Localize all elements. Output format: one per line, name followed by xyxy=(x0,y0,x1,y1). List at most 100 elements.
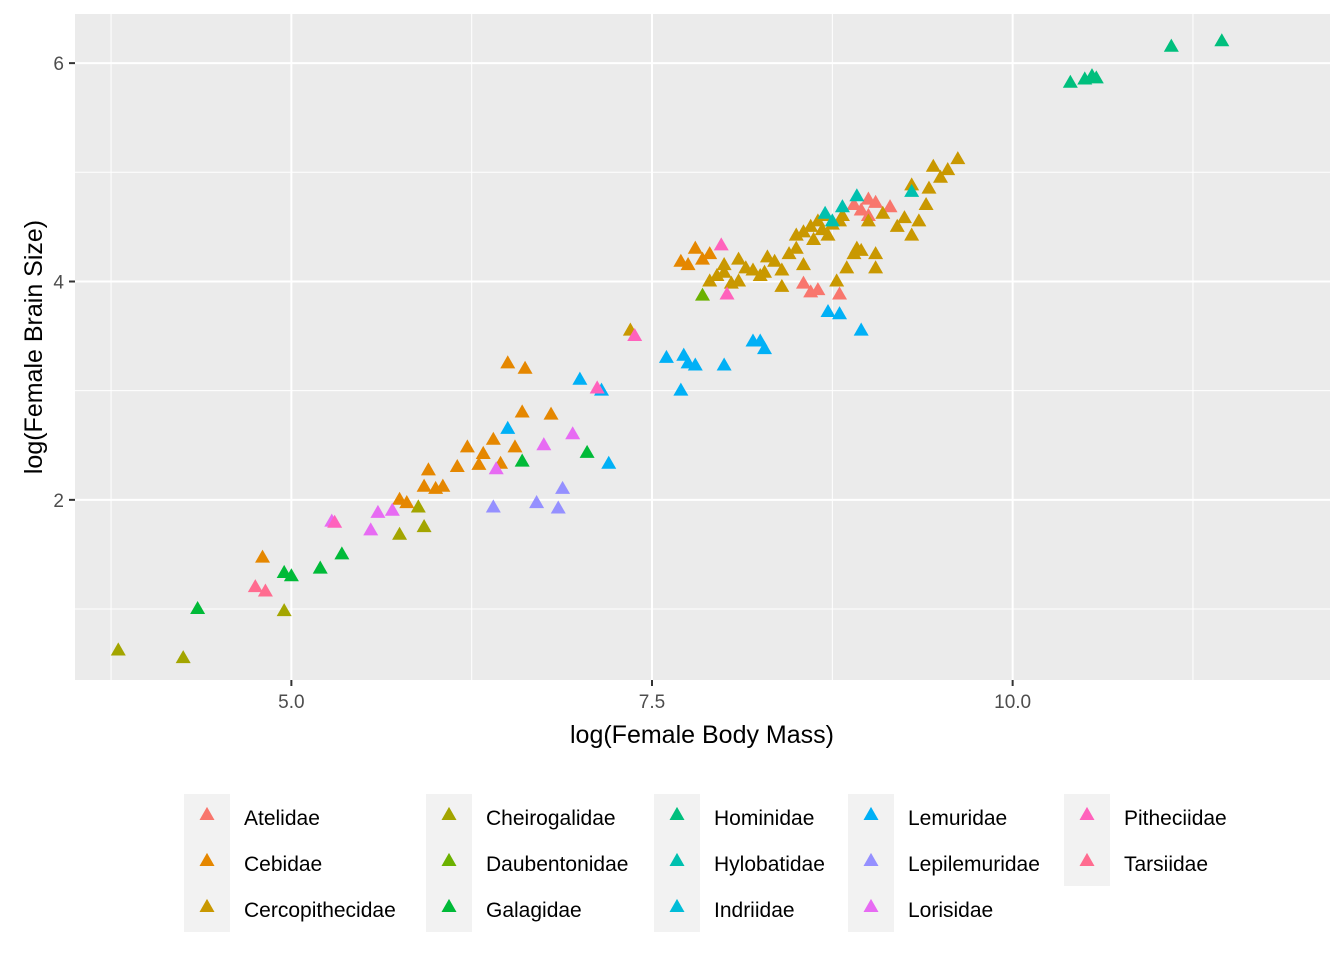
data-point xyxy=(695,251,710,265)
data-point xyxy=(529,495,545,509)
legend-label: Hominidae xyxy=(714,807,814,830)
legend-marker xyxy=(863,898,879,912)
data-point xyxy=(257,583,273,597)
legend: Atelidae Cebidae Cercopithecidae Cheirogali… xyxy=(184,794,1227,932)
data-point xyxy=(673,382,689,396)
data-point xyxy=(803,218,819,232)
data-point xyxy=(911,213,927,227)
data-point xyxy=(416,478,432,492)
data-point xyxy=(695,287,710,301)
data-point xyxy=(555,480,571,494)
data-point xyxy=(788,227,804,241)
legend-label: Cercopithecidae xyxy=(244,899,396,922)
data-point xyxy=(327,514,343,528)
data-point xyxy=(550,500,566,514)
data-point xyxy=(449,459,465,473)
data-point xyxy=(904,227,920,241)
legend-marker xyxy=(199,852,215,866)
data-point xyxy=(190,600,206,614)
x-axis: 5.0 7.5 10.0 xyxy=(278,680,1031,713)
data-point xyxy=(475,445,491,459)
data-point xyxy=(485,499,501,513)
data-point xyxy=(757,264,773,278)
y-tick-label: 4 xyxy=(53,272,64,293)
legend-label: Hylobatidae xyxy=(714,853,825,876)
data-point xyxy=(488,461,504,475)
data-point xyxy=(860,213,876,227)
data-point xyxy=(868,260,884,274)
legend-label: Cebidae xyxy=(244,853,322,876)
data-point xyxy=(795,257,811,271)
legend-marker xyxy=(1079,806,1095,820)
data-point xyxy=(312,560,328,574)
data-point xyxy=(687,240,703,254)
data-point xyxy=(834,207,850,221)
data-point xyxy=(774,278,790,292)
legend-marker xyxy=(669,898,685,912)
data-point xyxy=(849,188,865,202)
data-point xyxy=(565,426,581,440)
data-point xyxy=(853,242,869,256)
data-point xyxy=(410,499,426,513)
legend-marker xyxy=(863,806,879,820)
legend-marker xyxy=(669,806,685,820)
data-point xyxy=(1214,33,1230,47)
data-point xyxy=(384,502,400,516)
data-point xyxy=(687,357,703,371)
data-point xyxy=(399,495,415,509)
legend-label: Galagidae xyxy=(486,899,582,922)
legend-marker xyxy=(199,898,215,912)
data-point xyxy=(731,273,747,287)
data-point xyxy=(1077,71,1093,85)
data-point xyxy=(795,275,811,289)
data-point xyxy=(774,262,790,276)
data-point xyxy=(716,357,732,371)
data-point xyxy=(868,246,884,260)
data-point xyxy=(820,227,836,241)
data-point xyxy=(904,177,920,191)
data-point xyxy=(882,199,898,213)
data-point xyxy=(868,194,884,208)
data-point xyxy=(709,267,725,281)
data-point xyxy=(832,306,848,320)
data-point xyxy=(788,240,804,254)
data-point xyxy=(507,439,523,453)
data-point xyxy=(1163,38,1179,52)
data-point xyxy=(392,526,408,540)
legend-label: Tarsiidae xyxy=(1124,853,1208,876)
data-point xyxy=(745,262,761,276)
legend-label: Indriidae xyxy=(714,899,795,922)
data-point xyxy=(702,246,718,260)
legend-label: Pitheciidae xyxy=(1124,807,1227,830)
x-tick-label: 10.0 xyxy=(994,692,1031,713)
y-tick-label: 2 xyxy=(53,491,64,512)
data-point xyxy=(175,650,191,664)
data-point xyxy=(110,642,126,656)
data-point xyxy=(283,568,299,582)
data-point xyxy=(757,341,773,355)
data-point xyxy=(1062,74,1078,88)
data-point xyxy=(716,264,732,278)
data-point xyxy=(834,199,850,213)
data-point xyxy=(517,360,533,374)
data-point xyxy=(933,169,949,183)
legend-marker xyxy=(863,852,879,866)
data-point xyxy=(627,327,643,342)
legend-marker xyxy=(441,898,457,912)
data-point xyxy=(889,218,905,232)
data-point xyxy=(459,439,475,453)
data-point xyxy=(832,286,848,300)
data-point xyxy=(918,196,934,211)
data-point xyxy=(829,273,845,287)
data-points xyxy=(110,33,1230,664)
legend-label: Lepilemuridae xyxy=(908,853,1040,876)
grid-lines xyxy=(75,14,1330,680)
data-point xyxy=(579,444,595,458)
data-point xyxy=(485,431,501,445)
data-point xyxy=(731,251,747,265)
data-point xyxy=(500,355,516,369)
data-point xyxy=(514,404,530,418)
data-point xyxy=(255,549,271,563)
legend-label: Atelidae xyxy=(244,807,320,830)
